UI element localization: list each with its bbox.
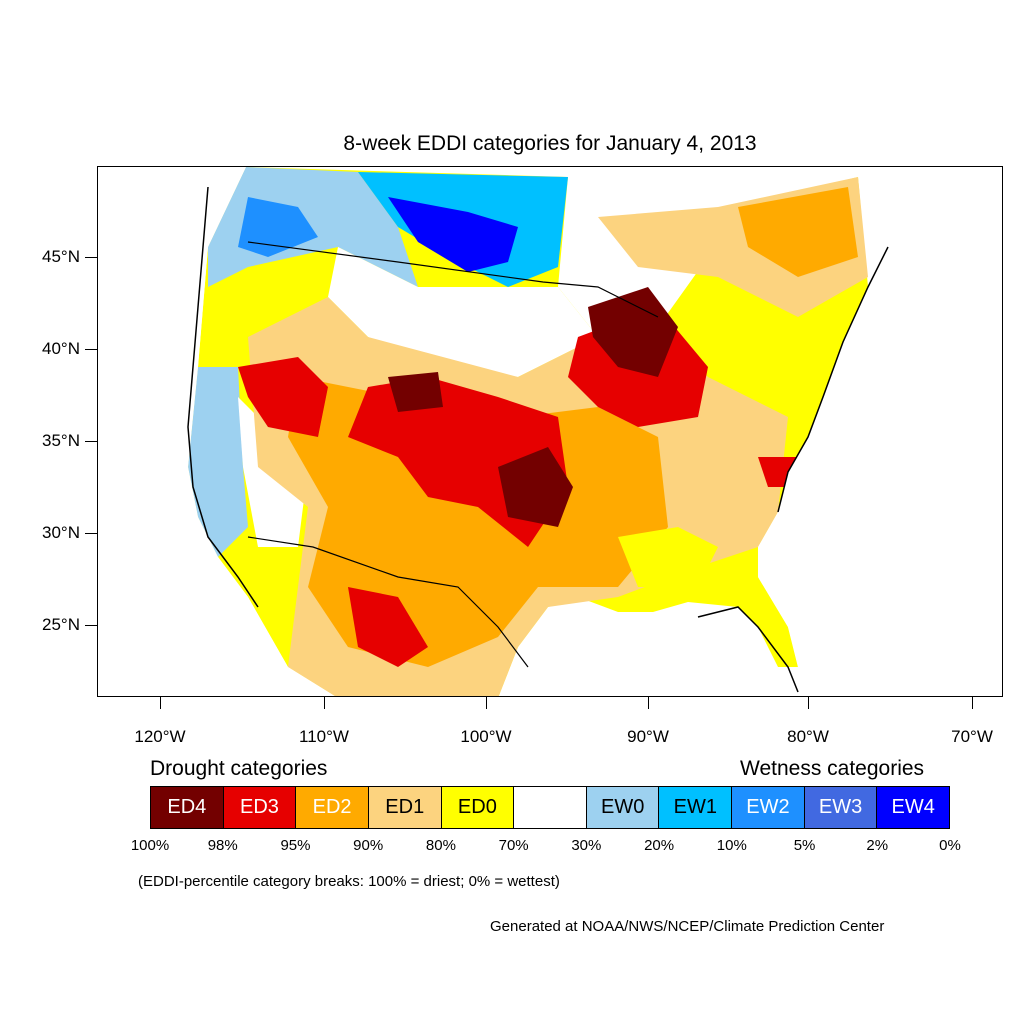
legend-cat-neutral: [514, 787, 587, 828]
eddi-map: [97, 166, 1003, 697]
lon-label-100: 100°W: [460, 727, 512, 746]
percentile-break-label: 98%: [207, 837, 238, 854]
atlantic-ocean: [758, 227, 1002, 696]
lon-tick-110: [324, 697, 325, 709]
gulf-of-mexico: [538, 615, 788, 696]
canada-east-ed2: [738, 187, 858, 277]
percentile-break-label: 95%: [280, 837, 311, 854]
percentile-break-label: 2%: [866, 837, 889, 854]
legend-cat-ew3: EW3: [804, 787, 878, 828]
drought-heading: Drought categories: [150, 757, 328, 780]
wetness-heading: Wetness categories: [740, 757, 925, 780]
lon-tick-90: [648, 697, 649, 709]
percentile-break-label: 30%: [571, 837, 602, 854]
percentile-break-label: 0%: [939, 837, 961, 854]
lat-tick-40: [85, 349, 97, 350]
lon-label-110: 110°W: [299, 727, 349, 746]
lat-label-35: 35°N: [42, 431, 80, 450]
lat-tick-45: [85, 257, 97, 258]
lon-tick-100: [486, 697, 487, 709]
lon-tick-70: [972, 697, 973, 709]
coastline-outline: [187, 186, 889, 693]
lat-label-45: 45°N: [42, 247, 80, 266]
lat-tick-35: [85, 441, 97, 442]
northwest-ed3: [238, 357, 328, 437]
category-note: (EDDI-percentile category breaks: 100% =…: [138, 873, 560, 890]
legend-cat-ew1: EW1: [659, 787, 733, 828]
percentile-break-label: 70%: [498, 837, 529, 854]
credit-line: Generated at NOAA/NWS/NCEP/Climate Predi…: [490, 918, 885, 935]
legend-cat-ed1: ED1: [368, 787, 442, 828]
legend-cat-ed2: ED2: [296, 787, 369, 828]
legend-cat-ew4: EW4: [877, 787, 950, 828]
northwest-ew2: [238, 197, 318, 257]
legend-color-bar: ED4 ED3 ED2 ED1 ED0 EW0 EW1 EW2 EW3 EW4: [150, 786, 950, 829]
great-lakes-ed4: [588, 287, 678, 377]
west-coast-wet: [188, 367, 248, 557]
border-canada: [247, 241, 659, 318]
lon-tick-80: [808, 697, 809, 709]
lat-label-30: 30°N: [42, 523, 80, 542]
legend-cat-ed0: ED0: [441, 787, 515, 828]
lat-label-40: 40°N: [42, 339, 80, 358]
lon-label-80: 80°W: [787, 727, 829, 746]
pacific-ocean: [98, 167, 335, 696]
eddi-map-canvas: [98, 167, 1002, 696]
lat-label-25: 25°N: [42, 615, 80, 634]
southern-plains-ed4: [498, 447, 573, 527]
south-texas-ed3: [348, 587, 428, 667]
lon-label-120: 120°W: [134, 727, 186, 746]
pacific-northwest-wet: [208, 167, 418, 287]
legend-cat-ed4: ED4: [151, 787, 224, 828]
map-title: 8-week EDDI categories for January 4, 20…: [343, 132, 757, 155]
rockies-ed4: [388, 372, 443, 412]
percentile-break-label: 100%: [130, 837, 170, 854]
percentile-break-label: 10%: [716, 837, 747, 854]
lon-tick-120: [160, 697, 161, 709]
lon-label-70: 70°W: [951, 727, 993, 746]
southeast-ed0: [618, 527, 718, 587]
legend-cat-ew0: EW0: [586, 787, 660, 828]
lat-tick-25: [85, 625, 97, 626]
legend-cat-ew2: EW2: [732, 787, 805, 828]
lon-label-90: 90°W: [627, 727, 669, 746]
lat-tick-30: [85, 533, 97, 534]
border-mexico: [247, 536, 529, 668]
percentile-break-label: 80%: [425, 837, 456, 854]
percentile-break-label: 20%: [644, 837, 675, 854]
percentile-break-label: 5%: [793, 837, 816, 854]
northern-plains-ew4: [388, 197, 518, 272]
percentile-break-label: 90%: [353, 837, 384, 854]
legend-cat-ed3: ED3: [223, 787, 297, 828]
